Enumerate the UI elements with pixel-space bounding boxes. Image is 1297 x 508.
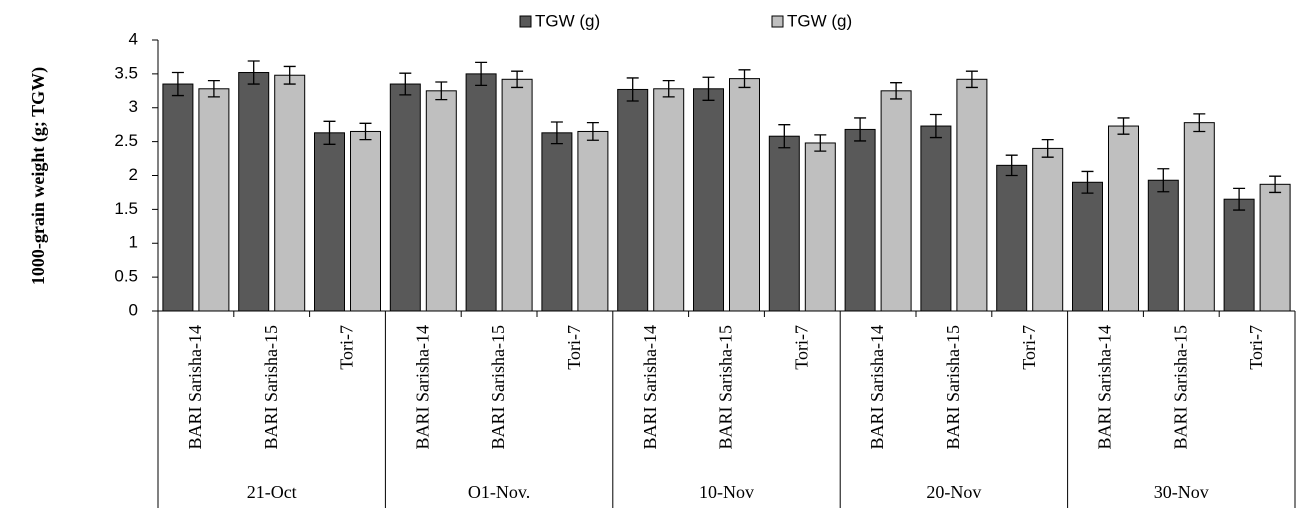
bar <box>653 88 685 312</box>
error-bar <box>1081 170 1094 194</box>
error-bar <box>435 81 448 101</box>
error-bar <box>890 82 903 100</box>
x-tick-label: BARI Sarisha-14 <box>185 325 205 450</box>
error-bar <box>511 70 524 89</box>
legend-swatch <box>771 15 784 28</box>
error-bar <box>1269 175 1282 194</box>
bar <box>198 88 230 312</box>
error-bar <box>399 72 412 96</box>
y-tick-label: 3.5 <box>114 63 138 82</box>
bar <box>804 142 836 312</box>
error-bar <box>550 121 563 145</box>
bar <box>501 78 533 312</box>
x-tick-label: BARI Sarisha-15 <box>488 325 508 450</box>
error-bar <box>1117 117 1130 135</box>
error-bar <box>814 134 827 152</box>
bar <box>693 88 724 312</box>
error-bar <box>586 122 599 141</box>
error-bar <box>1005 154 1018 177</box>
group-label: 20-Nov <box>926 482 981 502</box>
bar <box>1259 183 1291 312</box>
y-tick-label: 1.5 <box>114 199 138 218</box>
y-tick-label: 2.5 <box>114 131 138 150</box>
bar <box>729 78 760 312</box>
error-bar <box>702 76 715 101</box>
group-label: O1-Nov. <box>468 482 530 502</box>
bar <box>465 73 497 312</box>
bar <box>956 78 988 312</box>
y-tick-label: 0.5 <box>114 267 138 286</box>
y-axis-title: 1000-grain weight (g; TGW) <box>28 67 49 285</box>
error-bar <box>662 80 675 98</box>
group-label: 21-Oct <box>247 482 297 502</box>
error-bar <box>778 124 791 149</box>
y-tick-label: 2 <box>129 165 138 184</box>
y-tick-label: 3 <box>129 97 138 116</box>
bar <box>844 128 876 312</box>
bar <box>389 83 421 312</box>
y-tick-label: 0 <box>129 300 138 319</box>
bar <box>425 90 457 312</box>
legend-label: TGW (g) <box>787 11 852 30</box>
error-bar <box>854 117 867 142</box>
error-bar <box>1157 168 1170 193</box>
bar <box>577 130 609 312</box>
legend-label: TGW (g) <box>535 11 600 30</box>
x-tick-label: BARI Sarisha-15 <box>261 325 281 450</box>
x-tick-label: BARI Sarisha-14 <box>412 325 432 450</box>
bar <box>1072 181 1103 312</box>
x-tick-label: BARI Sarisha-14 <box>867 325 887 450</box>
y-tick-label: 1 <box>129 233 138 252</box>
error-bar <box>359 122 372 141</box>
error-bar <box>929 113 942 139</box>
x-tick-label: Tori-7 <box>337 325 357 370</box>
group-label: 10-Nov <box>699 482 754 502</box>
x-tick-label: BARI Sarisha-15 <box>716 325 736 450</box>
x-tick-label: BARI Sarisha-14 <box>1095 325 1115 450</box>
bar <box>238 72 270 312</box>
bar <box>274 74 306 312</box>
bar <box>617 88 649 312</box>
x-tick-label: BARI Sarisha-14 <box>640 325 660 450</box>
x-tick-label: Tori-7 <box>791 325 811 370</box>
bar <box>541 132 573 312</box>
group-label: 30-Nov <box>1154 482 1209 502</box>
error-bar <box>1193 113 1206 133</box>
error-bar <box>247 60 260 85</box>
bar <box>920 125 952 312</box>
y-tick-label: 4 <box>129 29 138 48</box>
error-bar <box>1233 187 1246 211</box>
x-tick-label: BARI Sarisha-15 <box>1170 325 1190 450</box>
bar <box>314 132 345 312</box>
bar <box>1032 147 1064 312</box>
x-tick-label: BARI Sarisha-15 <box>943 325 963 450</box>
error-bar <box>475 61 488 87</box>
error-bar <box>323 120 336 145</box>
bar <box>1183 122 1215 312</box>
error-bar <box>171 71 184 97</box>
bar <box>1223 198 1255 312</box>
x-tick-label: Tori-7 <box>1246 325 1266 370</box>
bar <box>1108 125 1139 312</box>
bar <box>768 135 800 312</box>
error-bar <box>1041 138 1054 158</box>
bar <box>1147 179 1179 312</box>
error-bar <box>965 70 978 89</box>
bar <box>880 90 912 312</box>
bar <box>996 164 1028 312</box>
error-bar <box>207 80 220 98</box>
error-bar <box>738 69 751 89</box>
x-tick-label: Tori-7 <box>1019 325 1039 370</box>
error-bar <box>283 65 296 85</box>
x-tick-label: Tori-7 <box>564 325 584 370</box>
legend-swatch <box>519 15 532 28</box>
bar <box>350 130 381 312</box>
error-bar <box>626 77 639 102</box>
bar <box>162 83 194 312</box>
